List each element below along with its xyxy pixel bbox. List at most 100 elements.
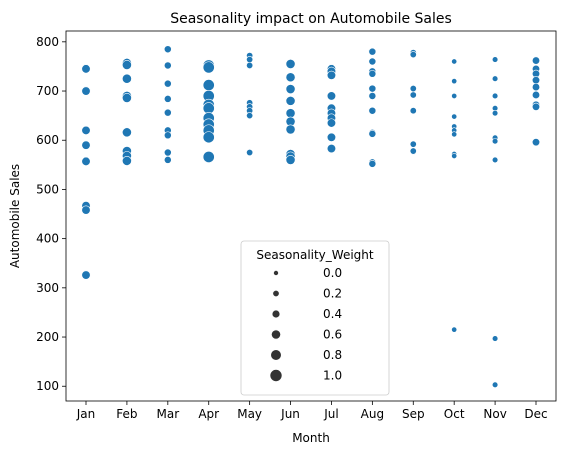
data-point (451, 113, 458, 120)
data-point (163, 61, 172, 70)
data-point (326, 144, 337, 154)
data-point (451, 92, 458, 99)
data-point (163, 131, 172, 140)
data-point (451, 78, 458, 85)
data-point (81, 86, 91, 96)
plot-area-frame (65, 30, 557, 402)
data-point (202, 131, 215, 144)
data-point (285, 72, 296, 83)
data-point (368, 84, 377, 93)
data-point (326, 118, 337, 128)
data-point (491, 75, 499, 82)
data-point (531, 83, 541, 92)
data-point (409, 85, 417, 93)
data-point (368, 159, 377, 168)
data-point (409, 140, 417, 148)
data-point (451, 152, 458, 159)
data-point (285, 84, 296, 94)
y-tick-label: 600 (36, 133, 59, 147)
y-tick-label: 700 (36, 84, 59, 98)
data-point (368, 92, 377, 100)
data-point (326, 91, 337, 101)
data-point (491, 92, 499, 100)
legend-entries: 0.0 0.2 0.4 0.6 0.8 1.0 (269, 266, 342, 383)
data-point (491, 56, 499, 63)
data-point (285, 124, 296, 135)
data-point (81, 64, 91, 74)
x-tick-label: Sep (402, 407, 425, 421)
data-point (491, 335, 499, 342)
data-point (531, 102, 541, 111)
data-point (202, 79, 215, 92)
data-point (285, 155, 296, 165)
x-tick-label: Aug (361, 407, 384, 421)
legend-title: Seasonality_Weight (256, 248, 373, 262)
data-point (81, 125, 91, 135)
data-point (163, 148, 172, 157)
data-point (246, 61, 254, 69)
data-point (409, 51, 417, 59)
y-axis-label: Automobile Sales (8, 164, 22, 268)
legend-label: 0.4 (323, 307, 342, 321)
y-tick-label: 800 (36, 35, 59, 49)
chart-title: Seasonality impact on Automobile Sales (170, 11, 452, 27)
data-point (368, 57, 377, 66)
data-point (451, 58, 458, 65)
data-points (81, 45, 541, 388)
data-point (163, 95, 172, 103)
data-point (285, 108, 296, 119)
data-point (202, 151, 215, 163)
legend-label: 0.6 (323, 328, 342, 342)
data-point (451, 131, 458, 138)
data-point (246, 112, 254, 120)
data-point (491, 381, 499, 388)
data-point (163, 79, 172, 88)
data-point (491, 138, 499, 145)
data-point (368, 129, 377, 138)
data-point (531, 138, 541, 147)
y-axis-ticks: 100 200 300 400 500 600 700 800 (36, 35, 66, 393)
data-point (531, 76, 541, 85)
data-point (122, 73, 132, 84)
data-point (163, 108, 172, 117)
data-point (163, 156, 172, 164)
data-point (409, 107, 417, 115)
data-point (409, 147, 417, 155)
x-tick-label: Dec (524, 407, 547, 421)
x-tick-label: Apr (198, 407, 219, 421)
data-point (409, 91, 417, 99)
data-point (122, 93, 132, 103)
data-point (122, 60, 132, 70)
y-tick-label: 500 (36, 182, 59, 196)
x-tick-label: May (237, 407, 262, 421)
y-tick-label: 400 (36, 232, 59, 246)
data-point (368, 47, 377, 56)
data-point (81, 270, 91, 280)
y-tick-label: 200 (36, 330, 59, 344)
data-point (81, 140, 91, 150)
legend-label: 0.0 (323, 266, 342, 280)
x-tick-label: Mar (156, 407, 179, 421)
data-point (163, 45, 172, 54)
data-point (81, 156, 91, 166)
legend-label: 0.2 (323, 287, 342, 301)
legend-marker (272, 289, 280, 297)
data-point (491, 110, 499, 117)
data-point (531, 90, 541, 99)
data-point (246, 56, 254, 64)
legend: Seasonality_Weight 0.0 0.2 0.4 0.6 0.8 1.0 (240, 240, 390, 396)
x-tick-label: Jan (76, 407, 96, 421)
legend-box (240, 240, 390, 396)
data-point (285, 95, 296, 106)
data-point (81, 205, 91, 215)
data-point (326, 132, 337, 142)
x-tick-label: Feb (116, 407, 137, 421)
legend-marker (271, 309, 281, 319)
x-tick-label: Jun (280, 407, 300, 421)
data-point (368, 69, 377, 78)
data-point (451, 326, 458, 333)
data-point (122, 155, 132, 166)
data-point (122, 127, 132, 138)
y-tick-label: 300 (36, 281, 59, 295)
